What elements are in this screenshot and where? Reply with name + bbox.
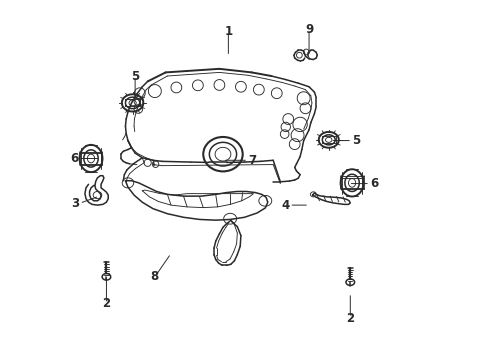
Text: 8: 8 — [150, 270, 159, 283]
Text: 2: 2 — [102, 297, 110, 310]
Text: 6: 6 — [70, 152, 79, 165]
Text: 3: 3 — [71, 197, 80, 210]
Text: 7: 7 — [247, 154, 256, 167]
Text: 5: 5 — [131, 69, 139, 82]
Text: 1: 1 — [224, 25, 232, 38]
Text: 9: 9 — [305, 23, 312, 36]
Text: 2: 2 — [346, 311, 354, 325]
Text: 5: 5 — [351, 134, 360, 147]
Text: 4: 4 — [281, 199, 289, 212]
Text: 6: 6 — [369, 177, 378, 190]
